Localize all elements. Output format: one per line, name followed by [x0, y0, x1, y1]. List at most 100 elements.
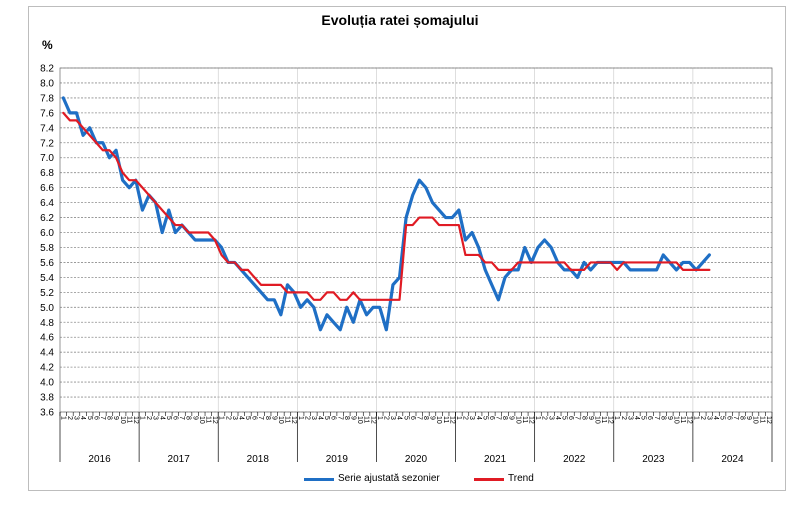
x-tick-month: 1	[613, 416, 620, 420]
x-tick-month: 7	[99, 416, 106, 420]
plot-area	[59, 67, 773, 413]
x-tick-month: 1	[139, 416, 146, 420]
x-tick-month: 10	[593, 416, 600, 424]
y-tick-label: 3.6	[40, 408, 54, 419]
x-tick-month: 11	[363, 416, 370, 423]
legend: Serie ajustată sezonier Trend	[0, 471, 800, 487]
axes	[59, 67, 773, 462]
x-tick-month: 2	[382, 416, 389, 420]
x-tick-month: 2	[541, 416, 548, 420]
x-tick-month: 8	[422, 416, 429, 420]
x-tick-month: 1	[297, 416, 304, 420]
y-tick-label: 5.4	[40, 273, 54, 284]
x-tick-month: 6	[409, 416, 416, 420]
y-tick-label: 5.0	[40, 303, 54, 314]
x-tick-month: 6	[92, 416, 99, 420]
x-tick-month: 12	[528, 416, 535, 424]
chart-title: Evoluția ratei șomajului	[321, 12, 479, 28]
x-tick-month: 4	[633, 416, 640, 420]
legend-swatch-trend	[474, 478, 504, 481]
x-tick-month: 1	[455, 416, 462, 420]
x-tick-month: 11	[284, 416, 291, 423]
x-tick-month: 7	[732, 416, 739, 420]
x-tick-month: 6	[725, 416, 732, 420]
x-tick-month: 5	[560, 416, 567, 420]
y-tick-label: 7.2	[40, 138, 54, 149]
x-tick-month: 7	[336, 416, 343, 420]
y-tick-label: 5.6	[40, 258, 54, 269]
x-tick-month: 6	[488, 416, 495, 420]
y-tick-label: 4.4	[40, 348, 54, 359]
x-tick-month: 4	[554, 416, 561, 420]
y-tick-label: 6.4	[40, 198, 54, 209]
series-line-seasonally-adjusted	[61, 96, 711, 332]
x-tick-year: 2021	[484, 454, 507, 465]
x-tick-month: 1	[376, 416, 383, 420]
x-tick-month: 6	[172, 416, 179, 420]
y-tick-label: 4.6	[40, 333, 54, 344]
x-tick-month: 9	[745, 416, 752, 420]
y-tick-labels: 3.6 3.8 4.0 4.2 4.4 4.6 4.8 5.0 5.2 5.4 5.6 5.8 6.0 6…	[40, 64, 54, 419]
y-tick-label: 5.8	[40, 243, 54, 254]
x-tick-labels: 1 2 3 4 5 6 7 8 9 10 11 12 1 2 3 4 5 6 7 8 9 10 11 12 1 2 3 4 5 6 7 8 9 1…	[59, 416, 771, 465]
x-tick-month: 6	[251, 416, 258, 420]
y-tick-label: 6.0	[40, 228, 54, 239]
x-tick-month: 5	[719, 416, 726, 420]
x-tick-month: 10	[435, 416, 442, 424]
y-tick-label: 4.8	[40, 318, 54, 329]
x-tick-month: 10	[673, 416, 680, 424]
x-tick-year: 2016	[88, 454, 111, 465]
x-tick-month: 4	[475, 416, 482, 420]
x-tick-month: 9	[587, 416, 594, 420]
y-tick-label: 6.6	[40, 183, 54, 194]
x-tick-month: 12	[686, 416, 693, 424]
y-tick-label: 5.2	[40, 288, 54, 299]
x-tick-month: 12	[290, 416, 297, 424]
x-tick-month: 3	[468, 416, 475, 420]
x-tick-month: 2	[462, 416, 469, 420]
x-tick-month: 9	[429, 416, 436, 420]
x-tick-month: 10	[752, 416, 759, 424]
y-tick-label: 8.0	[40, 78, 54, 89]
x-tick-month: 10	[119, 416, 126, 424]
x-tick-month: 10	[356, 416, 363, 424]
x-tick-month: 9	[666, 416, 673, 420]
x-tick-month: 7	[257, 416, 264, 420]
legend-label-trend: Trend	[508, 473, 534, 484]
x-tick-month: 8	[343, 416, 350, 420]
y-tick-label: 6.8	[40, 168, 54, 179]
x-tick-month: 1	[59, 416, 66, 420]
y-tick-label: 7.6	[40, 108, 54, 119]
x-tick-month: 7	[653, 416, 660, 420]
x-tick-month: 4	[158, 416, 165, 420]
x-tick-month: 1	[218, 416, 225, 420]
x-tick-month: 7	[178, 416, 185, 420]
x-tick-month: 3	[706, 416, 713, 420]
x-tick-month: 11	[521, 416, 528, 423]
x-tick-month: 2	[66, 416, 73, 420]
x-tick-month: 2	[303, 416, 310, 420]
x-tick-month: 8	[264, 416, 271, 420]
x-tick-month: 5	[244, 416, 251, 420]
x-tick-month: 10	[514, 416, 521, 424]
x-tick-month: 2	[145, 416, 152, 420]
x-tick-month: 11	[679, 416, 686, 423]
x-tick-month: 10	[198, 416, 205, 424]
y-tick-label: 7.4	[40, 123, 54, 134]
x-tick-month: 4	[237, 416, 244, 420]
y-tick-label: 7.0	[40, 153, 54, 164]
x-tick-month: 6	[646, 416, 653, 420]
y-tick-label: 7.8	[40, 93, 54, 104]
x-tick-month: 6	[567, 416, 574, 420]
x-tick-month: 9	[270, 416, 277, 420]
x-tick-month: 3	[73, 416, 80, 420]
x-tick-month: 9	[508, 416, 515, 420]
x-tick-month: 8	[185, 416, 192, 420]
x-tick-month: 1	[534, 416, 541, 420]
y-tick-label: 4.0	[40, 378, 54, 389]
chart-frame	[28, 6, 786, 491]
x-tick-month: 4	[79, 416, 86, 420]
x-tick-month: 3	[389, 416, 396, 420]
x-tick-month: 4	[396, 416, 403, 420]
x-tick-month: 2	[224, 416, 231, 420]
